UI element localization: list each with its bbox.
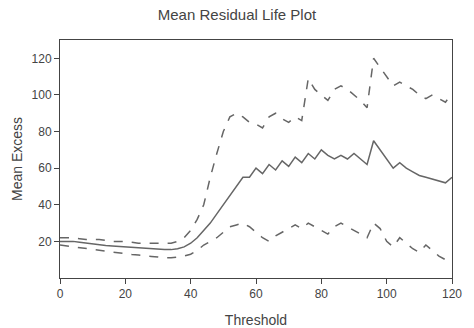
svg-text:40: 40 (38, 198, 52, 212)
svg-text:60: 60 (249, 287, 263, 301)
svg-text:100: 100 (377, 287, 397, 301)
svg-text:20: 20 (38, 235, 52, 249)
svg-text:60: 60 (38, 161, 52, 175)
svg-text:Mean Excess: Mean Excess (9, 117, 25, 201)
svg-text:80: 80 (38, 125, 52, 139)
svg-text:80: 80 (315, 287, 329, 301)
svg-text:120: 120 (32, 52, 52, 66)
svg-text:20: 20 (119, 287, 133, 301)
svg-text:120: 120 (442, 287, 462, 301)
svg-text:0: 0 (57, 287, 64, 301)
svg-text:Mean Residual Life Plot: Mean Residual Life Plot (158, 6, 317, 23)
svg-text:100: 100 (32, 88, 52, 102)
svg-text:40: 40 (184, 287, 198, 301)
svg-text:Threshold: Threshold (225, 312, 287, 328)
